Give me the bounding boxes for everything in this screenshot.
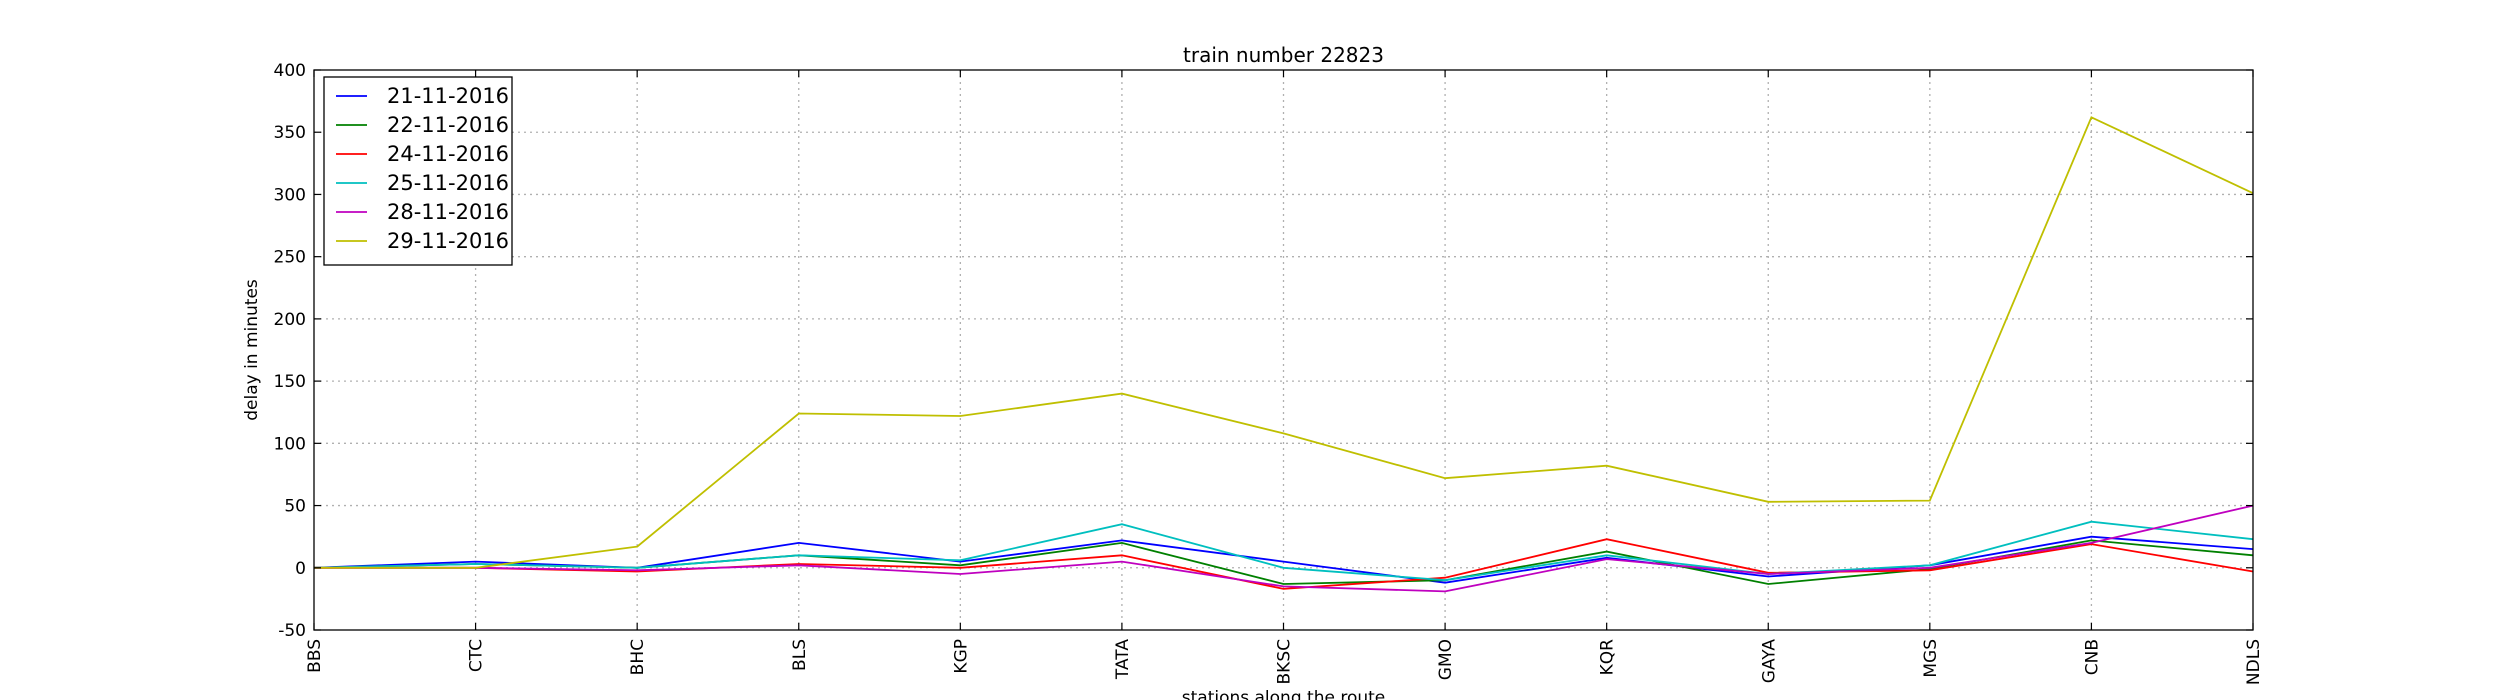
x-axis: BBS CTC BHC BLS KGP TATA BKSC GMO KQR GAYA MGS CNB N… [305, 70, 2264, 685]
y-tick-label: 400 [274, 61, 306, 81]
x-axis-title: stations along the route [1182, 688, 1386, 700]
y-tick-label: 150 [274, 372, 306, 392]
x-tick-label: CTC [467, 639, 487, 672]
x-tick-label: NDLS [2244, 639, 2264, 685]
y-tick-label: 300 [274, 185, 306, 205]
x-tick-label: BKSC [1275, 639, 1295, 684]
x-tick-label: GAYA [1759, 639, 1779, 684]
y-tick-label: 100 [274, 434, 306, 454]
series-line-24-11-2016 [314, 538, 2254, 590]
legend-label: 24-11-2016 [387, 142, 509, 166]
legend-label: 21-11-2016 [387, 84, 509, 108]
legend-label: 28-11-2016 [387, 200, 509, 224]
x-tick-label: CNB [2082, 639, 2102, 675]
x-tick-label: BHC [628, 639, 648, 675]
y-tick-label: -50 [278, 621, 306, 641]
legend-box [323, 76, 513, 266]
legend-label: 22-11-2016 [387, 113, 509, 137]
y-tick-label: 250 [274, 248, 306, 268]
chart-title: train number 22823 [1183, 43, 1384, 67]
series-line-25-11-2016 [313, 520, 2254, 582]
x-tick-label: BBS [305, 639, 325, 673]
y-tick-label: 0 [295, 559, 306, 579]
y-tick-label: 50 [284, 497, 306, 517]
y-tick-label: 200 [274, 310, 306, 330]
x-tick-label: KGP [951, 639, 971, 674]
y-tick-label: 350 [274, 123, 306, 143]
y-axis-title: delay in minutes [242, 279, 262, 421]
y-axis: -50 0 50 100 150 200 250 300 350 400 [274, 61, 2253, 641]
series-line-28-11-2016 [314, 504, 2254, 593]
x-tick-label: TATA [1113, 639, 1133, 680]
x-tick-label: GMO [1436, 639, 1456, 680]
x-tick-label: BLS [790, 639, 810, 671]
legend-label: 25-11-2016 [387, 171, 509, 195]
legend: 21-11-2016 22-11-2016 24-11-2016 25-11-2016… [323, 76, 513, 266]
series-layer [313, 116, 2254, 593]
series-line-29-11-2016 [314, 116, 2254, 569]
x-tick-label: KQR [1598, 639, 1618, 676]
legend-label: 29-11-2016 [387, 229, 509, 253]
x-tick-label: MGS [1921, 639, 1941, 678]
